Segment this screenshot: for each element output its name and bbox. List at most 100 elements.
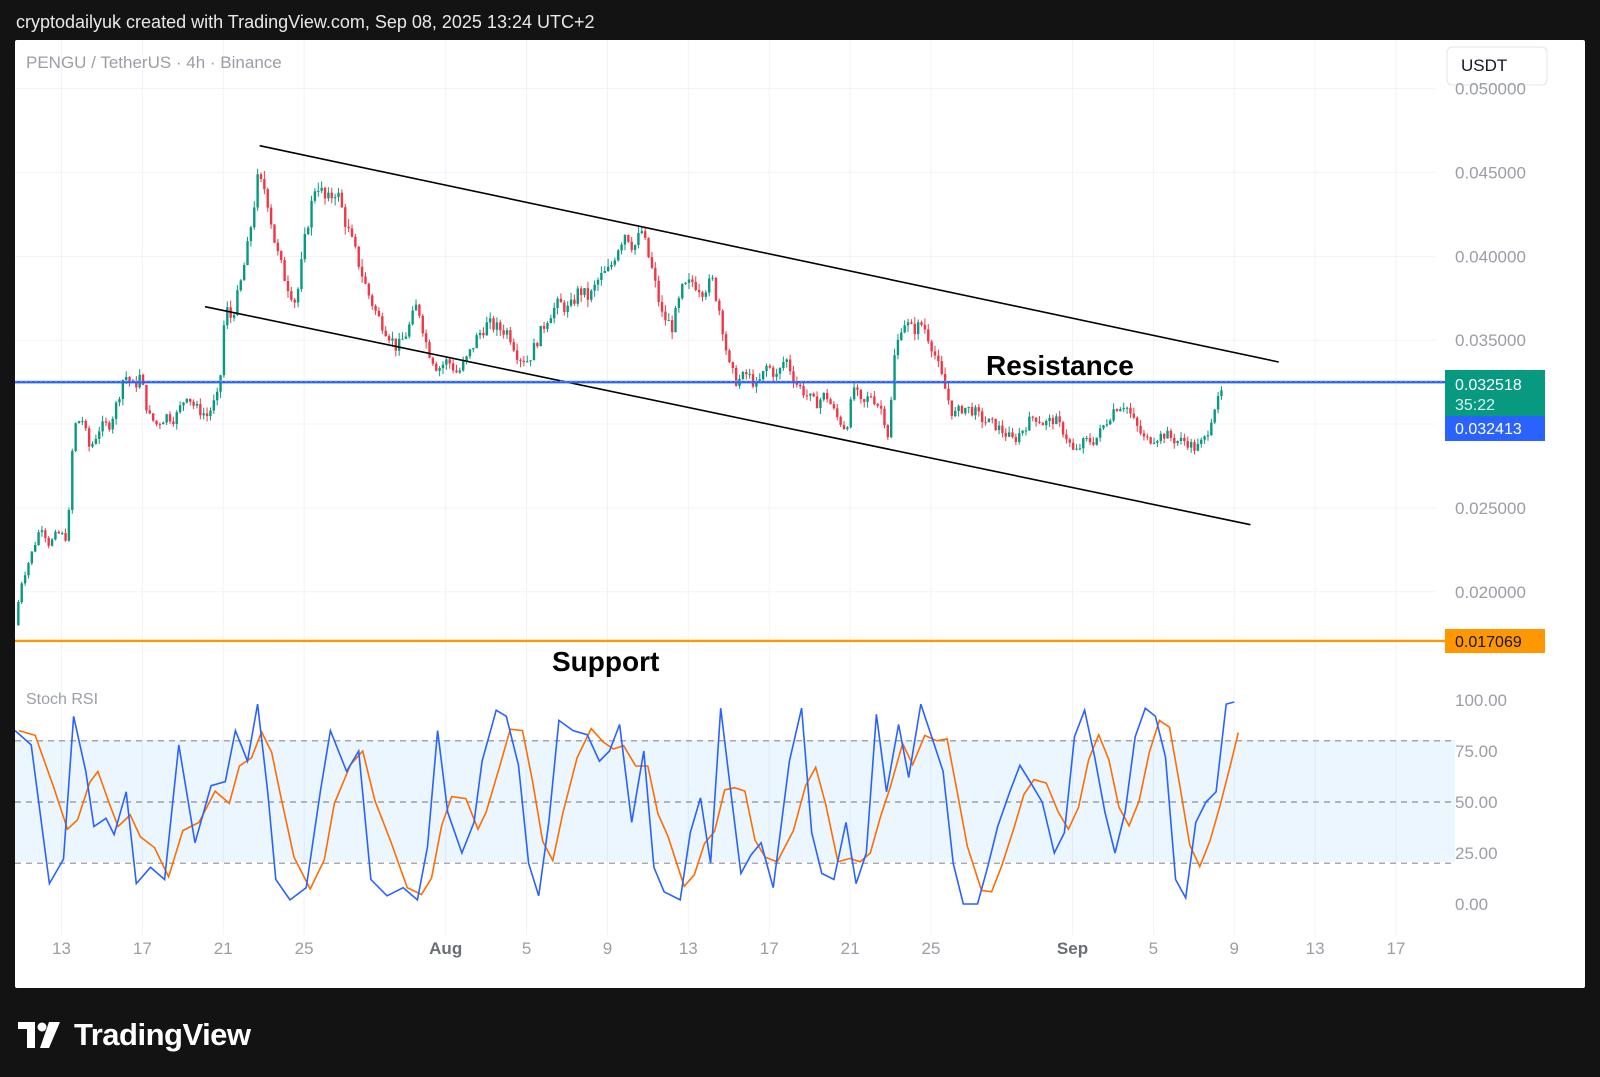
candle bbox=[539, 325, 542, 347]
candle-body bbox=[997, 425, 1001, 431]
candle-body bbox=[451, 363, 455, 371]
candle bbox=[91, 441, 94, 449]
candle bbox=[178, 401, 182, 414]
candle bbox=[552, 302, 556, 324]
candle-body bbox=[660, 301, 664, 312]
candle-body bbox=[708, 278, 711, 293]
candle-body bbox=[768, 365, 772, 368]
candle bbox=[1021, 430, 1024, 436]
candle-body bbox=[1109, 420, 1112, 425]
candle bbox=[431, 356, 435, 366]
chart-svg[interactable]: PENGU / TetherUS · 4h · Binance Stoch RS… bbox=[15, 40, 1585, 988]
price-tick-label: 0.040000 bbox=[1455, 247, 1526, 266]
candle bbox=[927, 324, 930, 344]
candle bbox=[799, 383, 802, 390]
candle-body bbox=[529, 360, 532, 362]
candle-body bbox=[691, 279, 694, 282]
candle-body bbox=[603, 270, 606, 273]
candle-body bbox=[394, 338, 398, 351]
candle bbox=[778, 367, 782, 380]
candle-body bbox=[1021, 430, 1024, 434]
candle bbox=[829, 397, 832, 405]
candle bbox=[863, 398, 866, 408]
candle-body bbox=[846, 427, 849, 430]
candle-body bbox=[583, 288, 586, 296]
stoch-levels bbox=[15, 740, 1455, 864]
candle bbox=[509, 326, 512, 345]
candle-body bbox=[337, 192, 340, 198]
candle-body bbox=[77, 421, 81, 424]
candle bbox=[566, 301, 569, 318]
candle bbox=[337, 188, 340, 202]
candle-body bbox=[411, 310, 414, 325]
candle-body bbox=[239, 280, 242, 291]
candle-body bbox=[347, 226, 350, 229]
candle bbox=[657, 275, 660, 307]
candle-body bbox=[886, 425, 890, 438]
candle-body bbox=[215, 391, 219, 401]
candle-body bbox=[158, 424, 162, 426]
candle-body bbox=[195, 404, 199, 406]
candle-body bbox=[613, 260, 617, 265]
candle bbox=[664, 305, 667, 326]
candle bbox=[1068, 437, 1072, 448]
candle bbox=[556, 296, 559, 315]
candle bbox=[694, 276, 697, 292]
candle-body bbox=[933, 351, 937, 356]
candle bbox=[465, 355, 468, 365]
candle bbox=[916, 319, 920, 340]
candle-body bbox=[546, 323, 549, 329]
candle bbox=[947, 382, 950, 405]
candle bbox=[1112, 403, 1115, 423]
candle bbox=[300, 251, 303, 292]
candle-body bbox=[445, 359, 448, 365]
candle-body bbox=[71, 450, 74, 510]
candle bbox=[569, 292, 573, 308]
candle bbox=[701, 290, 704, 302]
candle-body bbox=[313, 191, 317, 201]
candle bbox=[155, 420, 158, 427]
candle-body bbox=[1149, 437, 1152, 444]
candle-body bbox=[512, 342, 515, 351]
time-tick-label: 25 bbox=[295, 939, 314, 958]
time-tick-label: 13 bbox=[1306, 939, 1325, 958]
candle bbox=[923, 318, 927, 334]
candle-body bbox=[364, 276, 367, 284]
candle bbox=[529, 360, 532, 367]
candle bbox=[71, 448, 74, 514]
candle-body bbox=[256, 174, 259, 208]
candle-body bbox=[687, 279, 691, 283]
candle-body bbox=[617, 250, 620, 261]
candle bbox=[374, 304, 377, 316]
candle-body bbox=[212, 400, 216, 411]
candle-body bbox=[263, 178, 266, 190]
candle-body bbox=[1018, 433, 1021, 442]
candle bbox=[441, 361, 445, 375]
candle-body bbox=[1092, 442, 1095, 445]
candle bbox=[745, 369, 748, 380]
prev-close-value: 0.032413 bbox=[1455, 421, 1522, 438]
candle-body bbox=[1169, 430, 1173, 438]
currency-button[interactable]: USDT bbox=[1446, 46, 1548, 86]
candle-body bbox=[1088, 438, 1092, 443]
candle bbox=[1179, 432, 1183, 445]
candle bbox=[590, 289, 593, 303]
candle-body bbox=[468, 349, 472, 357]
candle bbox=[354, 233, 357, 249]
candle bbox=[320, 181, 323, 194]
candle-body bbox=[87, 428, 91, 447]
candle-body bbox=[236, 290, 239, 315]
candle bbox=[418, 303, 421, 319]
candle bbox=[913, 317, 916, 341]
candle bbox=[424, 329, 428, 349]
candle bbox=[34, 541, 37, 553]
candle-body bbox=[721, 310, 724, 335]
candle bbox=[1051, 414, 1055, 430]
candle-body bbox=[937, 355, 940, 362]
candle-body bbox=[165, 414, 168, 423]
candle-body bbox=[1041, 422, 1045, 426]
candle-body bbox=[987, 418, 991, 423]
candle bbox=[37, 529, 40, 546]
candle bbox=[954, 407, 957, 418]
candle bbox=[67, 507, 71, 542]
